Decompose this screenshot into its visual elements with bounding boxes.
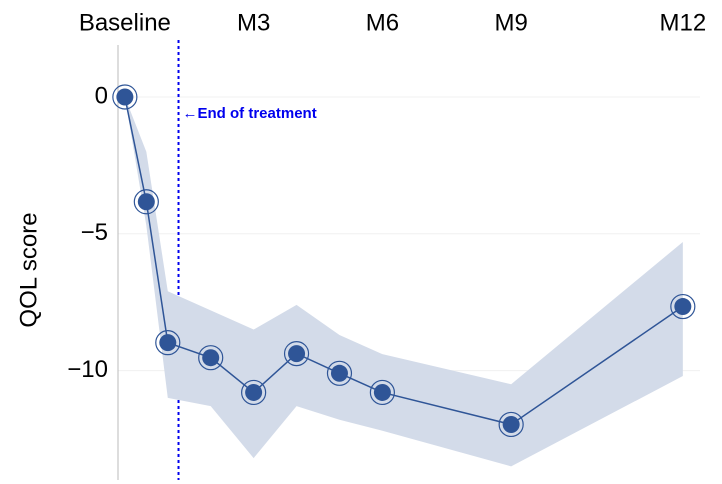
y-axis-label: QOL score [15, 212, 42, 327]
series-line [124, 96, 684, 426]
x-tick-label: M12 [659, 9, 706, 36]
y-tick-label: −10 [67, 356, 108, 383]
x-tick-label: Baseline [79, 9, 171, 36]
point [288, 345, 306, 363]
x-tick-label: M9 [494, 9, 527, 36]
point [373, 383, 391, 401]
point-ring [133, 189, 159, 215]
point [202, 349, 220, 367]
point [245, 383, 263, 401]
confidence-band [124, 96, 683, 467]
y-tick-label: 0 [95, 82, 108, 109]
point [137, 193, 155, 211]
x-tick-label: M6 [366, 9, 399, 36]
point-ring [155, 330, 181, 356]
point-ring [498, 411, 524, 438]
point-ring [326, 360, 353, 386]
point [674, 298, 692, 316]
point [116, 88, 134, 106]
point-ring [241, 379, 267, 406]
point [330, 364, 348, 382]
point [502, 415, 520, 433]
point-ring [283, 341, 310, 367]
point-ring [369, 379, 395, 406]
y-tick-label: −5 [81, 219, 108, 246]
point [159, 334, 177, 352]
annotation: ←End of treatment [183, 105, 317, 122]
point-ring [112, 84, 138, 110]
point-ring [670, 293, 696, 320]
x-tick-label: M3 [237, 9, 270, 36]
point-ring [198, 345, 224, 371]
